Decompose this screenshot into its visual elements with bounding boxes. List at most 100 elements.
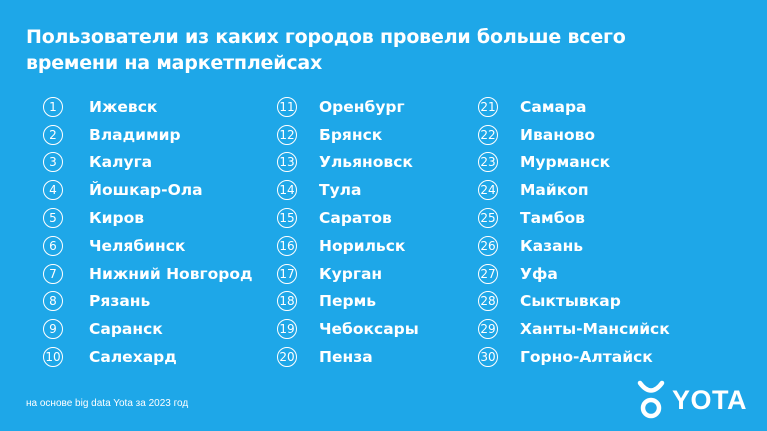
rank-number-badge: 15 [277,208,297,229]
ranking-row: 20 Пенза [277,343,419,371]
rank-number-badge: 23 [478,152,498,173]
rank-number-badge: 28 [478,291,498,312]
ranking-row: 16 Норильск [277,232,419,260]
rank-number-badge: 9 [43,319,63,340]
ranking-row: 8 Рязань [43,288,253,316]
rank-number-badge: 2 [43,124,63,145]
ranking-row: 19 Чебоксары [277,315,419,343]
rank-number-badge: 19 [277,319,297,340]
rank-number-badge: 14 [277,180,297,201]
rank-number-badge: 7 [43,263,63,284]
rank-number-badge: 13 [277,152,297,173]
ranking-row: 4 Йошкар-Ола [43,176,253,204]
rank-number-badge: 18 [277,291,297,312]
city-name: Пенза [319,348,373,367]
rank-number-badge: 12 [277,124,297,145]
city-name: Ижевск [89,97,158,116]
ranking-row: 17 Курган [277,260,419,288]
ranking-column-3: 21 Самара 22 Иваново 23 Мурманск 24 Майкоп 25 Там… [478,93,670,371]
city-name: Самара [520,97,587,116]
city-name: Уфа [520,264,558,283]
city-name: Сыктывкар [520,292,621,311]
ranking-row: 2 Владимир [43,121,253,149]
city-name: Оренбург [319,97,405,116]
rank-number-badge: 24 [478,180,498,201]
city-name: Норильск [319,236,406,255]
rank-number-badge: 16 [277,235,297,256]
ranking-row: 5 Киров [43,204,253,232]
city-name: Курган [319,264,383,283]
yota-logo: YOTA [636,380,747,420]
rank-number-badge: 27 [478,263,498,284]
city-name: Салехард [89,348,177,367]
ranking-row: 6 Челябинск [43,232,253,260]
city-name: Майкоп [520,181,589,200]
ranking-row: 1 Ижевск [43,93,253,121]
ranking-row: 30 Горно-Алтайск [478,343,670,371]
city-name: Тула [319,181,362,200]
footnote: на основе big data Yota за 2023 год [26,398,189,409]
city-name: Ханты-Мансийск [520,320,670,339]
rank-number-badge: 22 [478,124,498,145]
ranking-column-2: 11 Оренбург 12 Брянск 13 Ульяновск 14 Тула 15 Сар… [277,93,419,371]
city-name: Киров [89,209,145,228]
city-name: Саранск [89,320,163,339]
rank-number-badge: 21 [478,96,498,117]
city-name: Йошкар-Ола [89,181,203,200]
city-name: Пермь [319,292,377,311]
ranking-row: 10 Салехард [43,343,253,371]
city-name: Владимир [89,125,181,144]
ranking-row: 28 Сыктывкар [478,288,670,316]
rank-number-badge: 26 [478,235,498,256]
title-line-2: времени на маркетплейсах [26,52,323,74]
city-name: Чебоксары [319,320,419,339]
city-name: Рязань [89,292,151,311]
ranking-row: 12 Брянск [277,121,419,149]
yota-logo-icon [637,380,665,419]
rank-number-badge: 5 [43,208,63,229]
ranking-row: 26 Казань [478,232,670,260]
rank-number-badge: 3 [43,152,63,173]
rank-number-badge: 29 [478,319,498,340]
rank-number-badge: 10 [43,347,63,368]
ranking-row: 24 Майкоп [478,176,670,204]
city-name: Брянск [319,125,383,144]
page-title: Пользователи из каких городов провели бо… [26,24,626,76]
ranking-row: 9 Саранск [43,315,253,343]
ranking-row: 14 Тула [277,176,419,204]
ranking-row: 7 Нижний Новгород [43,260,253,288]
city-name: Иваново [520,125,596,144]
city-name: Челябинск [89,236,186,255]
ranking-row: 3 Калуга [43,149,253,177]
ranking-row: 15 Саратов [277,204,419,232]
rank-number-badge: 17 [277,263,297,284]
city-name: Мурманск [520,153,611,172]
logo-text: YOTA [672,384,747,415]
rank-number-badge: 4 [43,180,63,201]
rank-number-badge: 1 [43,96,63,117]
rank-number-badge: 30 [478,347,498,368]
rank-number-badge: 8 [43,291,63,312]
ranking-row: 21 Самара [478,93,670,121]
city-name: Калуга [89,153,153,172]
ranking-row: 29 Ханты-Мансийск [478,315,670,343]
ranking-row: 11 Оренбург [277,93,419,121]
rank-number-badge: 11 [277,96,297,117]
ranking-row: 27 Уфа [478,260,670,288]
city-name: Казань [520,236,584,255]
ranking-row: 23 Мурманск [478,149,670,177]
rank-number-badge: 25 [478,208,498,229]
city-name: Саратов [319,209,392,228]
ranking-column-1: 1 Ижевск 2 Владимир 3 Калуга 4 Йошкар-Ола 5 Киров… [43,93,253,371]
rank-number-badge: 20 [277,347,297,368]
title-line-1: Пользователи из каких городов провели бо… [26,26,626,48]
city-name: Горно-Алтайск [520,348,653,367]
ranking-row: 25 Тамбов [478,204,670,232]
city-name: Нижний Новгород [89,264,253,283]
rank-number-badge: 6 [43,235,63,256]
city-name: Тамбов [520,209,585,228]
city-name: Ульяновск [319,153,413,172]
ranking-row: 13 Ульяновск [277,149,419,177]
ranking-row: 18 Пермь [277,288,419,316]
ranking-row: 22 Иваново [478,121,670,149]
